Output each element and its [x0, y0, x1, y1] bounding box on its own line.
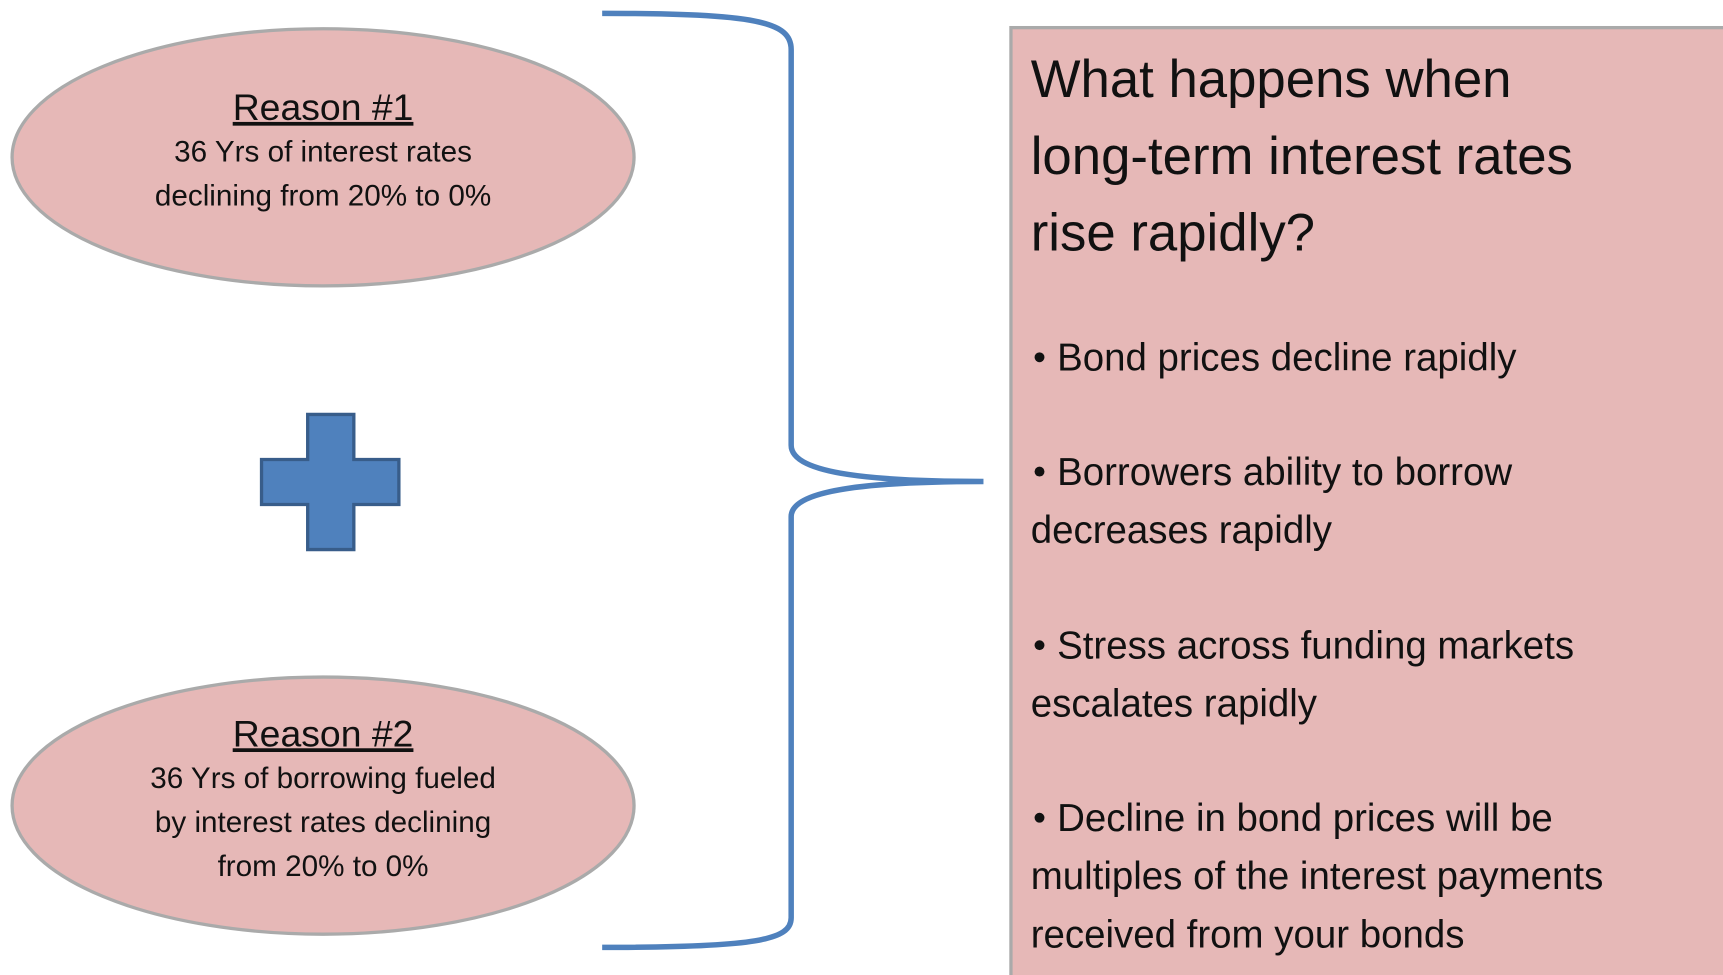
- reason-ellipse: [10, 675, 636, 936]
- result-box: [1009, 25, 1723, 975]
- reason-text: 36 Yrs of interest rates: [174, 136, 472, 169]
- brace: [602, 10, 984, 951]
- reason-text: by interest rates declining: [155, 806, 491, 839]
- reason-title: Reason #2: [233, 712, 414, 754]
- reason-text: from 20% to 0%: [218, 850, 429, 883]
- bullet-text: received from your bonds: [1031, 913, 1465, 956]
- bullet-text: Stress across funding markets: [1057, 624, 1574, 667]
- bullet-text: Borrowers ability to borrow: [1057, 451, 1512, 494]
- box-title: long-term interest rates: [1031, 127, 1573, 186]
- bullet-text: Decline in bond prices will be: [1057, 797, 1553, 840]
- reason-title: Reason #1: [233, 86, 414, 128]
- bullet-dot: [1034, 812, 1045, 823]
- bullet-dot: [1034, 352, 1045, 363]
- reason-ellipse: [10, 27, 636, 288]
- bullet-text: decreases rapidly: [1031, 509, 1333, 552]
- bullet-text: multiples of the interest payments: [1031, 855, 1604, 898]
- bullet-text: escalates rapidly: [1031, 683, 1318, 726]
- bullet-dot: [1034, 640, 1045, 651]
- box-title: rise rapidly?: [1031, 204, 1315, 263]
- bullet-text: Bond prices decline rapidly: [1057, 336, 1517, 379]
- plus-sign: [259, 412, 401, 552]
- reason-text: 36 Yrs of borrowing fueled: [150, 762, 496, 795]
- box-title: What happens when: [1031, 50, 1512, 109]
- reason-text: declining from 20% to 0%: [155, 180, 491, 213]
- bullet-dot: [1034, 466, 1045, 477]
